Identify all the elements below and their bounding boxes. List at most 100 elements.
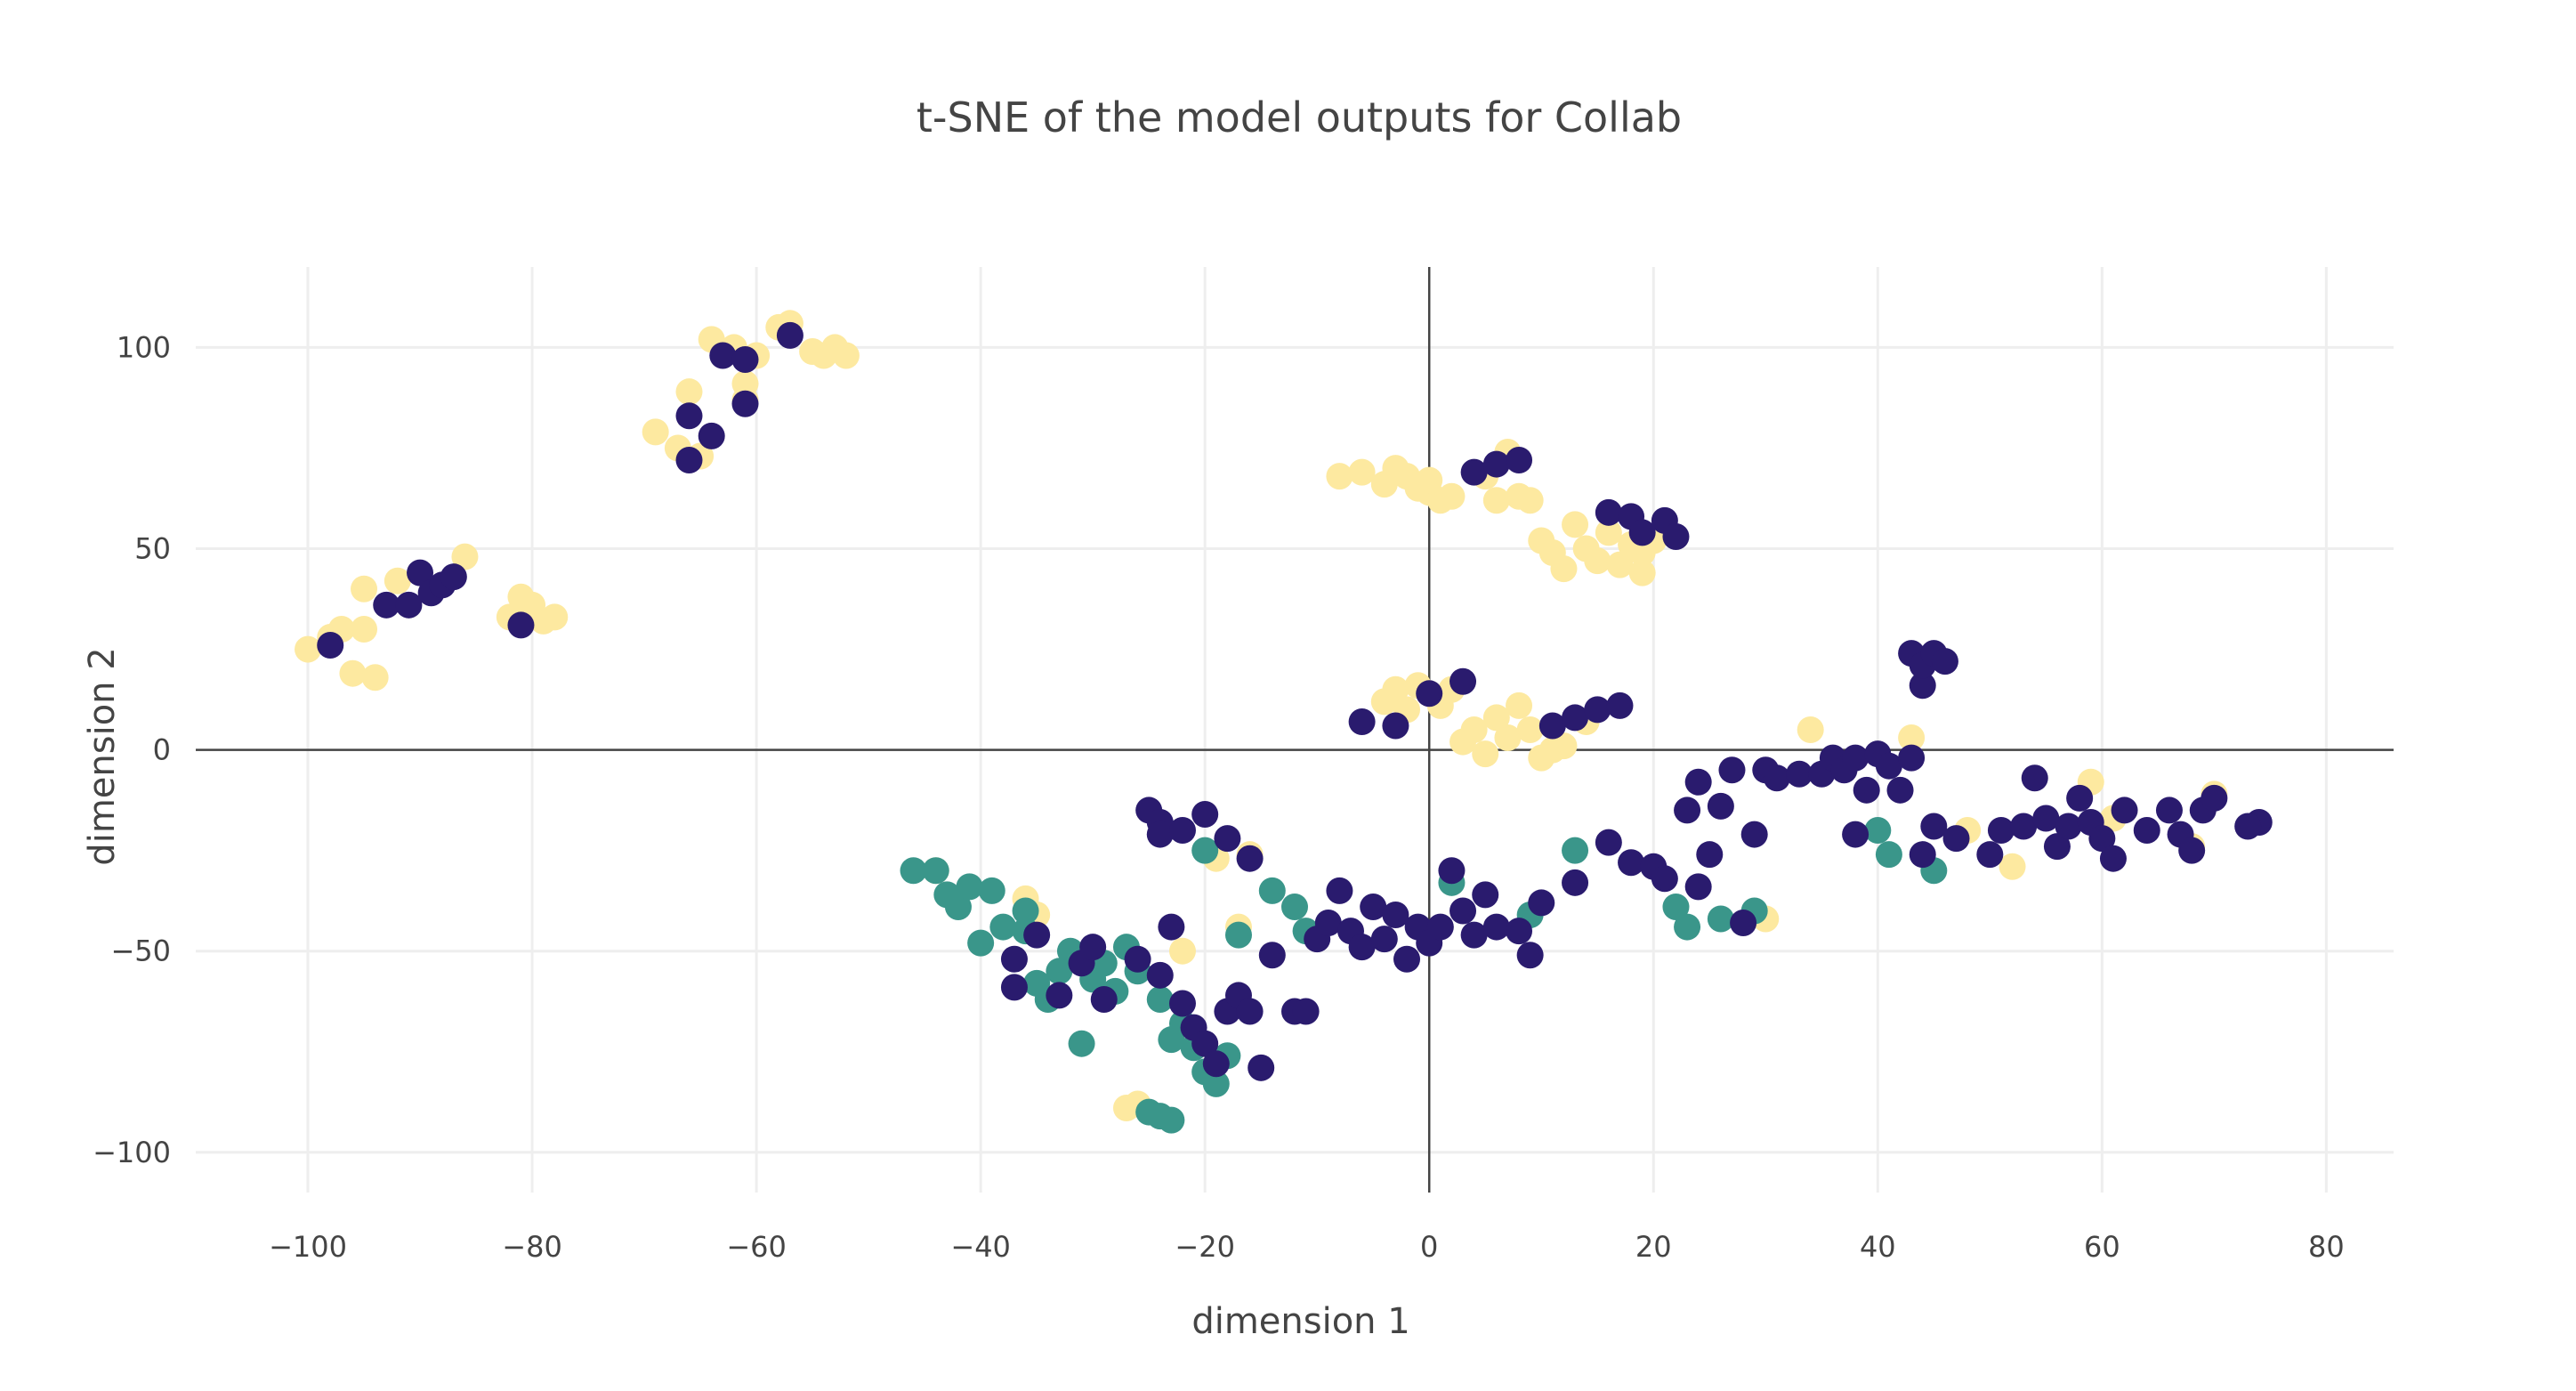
data-point xyxy=(1628,559,1656,586)
data-point xyxy=(1191,837,1219,864)
data-point xyxy=(1482,487,1510,514)
data-point xyxy=(1909,841,1936,869)
data-point xyxy=(1506,447,1533,474)
data-point xyxy=(1797,716,1824,743)
data-point xyxy=(642,418,669,446)
data-point xyxy=(1763,764,1790,792)
data-point xyxy=(1079,934,1107,961)
data-point xyxy=(2010,813,2038,840)
data-point xyxy=(1875,752,1902,780)
data-point xyxy=(1584,696,1611,724)
data-point xyxy=(2099,845,2127,872)
series-2 xyxy=(317,321,2273,1081)
data-point xyxy=(1920,813,1948,840)
series-0 xyxy=(295,310,2228,1122)
data-point xyxy=(1460,921,1488,949)
data-point xyxy=(1438,482,1466,510)
data-point xyxy=(1214,825,1241,853)
data-point xyxy=(339,659,367,687)
data-point xyxy=(731,370,759,398)
data-point xyxy=(1674,913,1701,941)
data-point xyxy=(1886,776,1914,804)
data-point xyxy=(1158,1106,1185,1134)
data-point xyxy=(384,567,411,594)
y-tick-label: 100 xyxy=(117,330,171,364)
data-point xyxy=(1898,724,1926,752)
data-point xyxy=(1326,463,1353,490)
data-point xyxy=(1258,942,1286,969)
data-point xyxy=(1651,865,1678,893)
data-point xyxy=(1562,511,1589,538)
data-point xyxy=(731,390,759,417)
data-point xyxy=(395,591,423,619)
data-point xyxy=(675,378,703,406)
data-point xyxy=(1460,458,1488,486)
x-tick-label: 80 xyxy=(2308,1230,2345,1264)
data-point xyxy=(1494,724,1522,752)
x-tick-label: −100 xyxy=(269,1230,347,1264)
data-point xyxy=(1146,961,1174,989)
data-point xyxy=(1662,522,1690,550)
data-point xyxy=(1606,691,1634,719)
data-point xyxy=(1976,841,2004,869)
data-point xyxy=(1516,716,1544,743)
data-point xyxy=(451,543,479,570)
x-tick-label: 0 xyxy=(1420,1230,1438,1264)
data-point xyxy=(1942,825,1970,853)
data-point xyxy=(373,591,400,619)
data-point xyxy=(967,929,995,957)
data-point xyxy=(541,603,569,631)
data-point xyxy=(1482,913,1510,941)
data-point xyxy=(1853,776,1880,804)
data-point xyxy=(1416,680,1443,708)
data-point xyxy=(1348,458,1376,486)
data-point xyxy=(407,559,434,586)
data-point xyxy=(1696,841,1724,869)
data-point xyxy=(1426,913,1454,941)
data-point xyxy=(1538,712,1566,740)
data-point xyxy=(1595,519,1622,546)
data-point xyxy=(944,893,972,920)
data-point xyxy=(1224,921,1252,949)
data-point xyxy=(1023,921,1051,949)
x-tick-label: −20 xyxy=(1175,1230,1235,1264)
data-point xyxy=(1450,897,1477,925)
y-tick-label: −50 xyxy=(110,934,171,968)
data-point xyxy=(731,346,759,373)
data-point xyxy=(1292,998,1320,1025)
data-point xyxy=(295,635,322,663)
data-point xyxy=(2155,797,2183,824)
grid xyxy=(196,267,2394,1193)
data-point xyxy=(1248,1054,1275,1081)
data-point xyxy=(1168,817,1196,845)
data-point xyxy=(1090,985,1118,1013)
data-point xyxy=(709,342,737,369)
y-tick-label: −100 xyxy=(93,1136,171,1169)
data-point xyxy=(1842,744,1869,772)
data-point xyxy=(1482,450,1510,478)
data-point xyxy=(1516,487,1544,514)
data-point xyxy=(1684,873,1712,901)
data-point xyxy=(1348,934,1376,961)
data-point xyxy=(2032,805,2060,832)
data-point xyxy=(956,873,983,901)
data-point xyxy=(698,422,725,449)
data-point xyxy=(1740,821,1768,848)
data-point xyxy=(1707,905,1734,933)
data-point xyxy=(1999,853,2026,880)
data-point xyxy=(351,615,378,643)
data-point xyxy=(1472,740,1499,768)
data-point xyxy=(1662,893,1690,920)
data-point xyxy=(1730,910,1757,937)
data-point xyxy=(1562,869,1589,896)
data-point xyxy=(1506,918,1533,945)
data-point xyxy=(2111,797,2138,824)
x-tick-label: 20 xyxy=(1635,1230,1672,1264)
data-point xyxy=(1168,937,1196,965)
data-point xyxy=(2021,764,2048,792)
data-point xyxy=(1516,942,1544,969)
data-point xyxy=(1168,990,1196,1017)
data-point xyxy=(1382,712,1409,740)
data-point xyxy=(2133,817,2160,845)
data-point xyxy=(1046,958,1073,985)
